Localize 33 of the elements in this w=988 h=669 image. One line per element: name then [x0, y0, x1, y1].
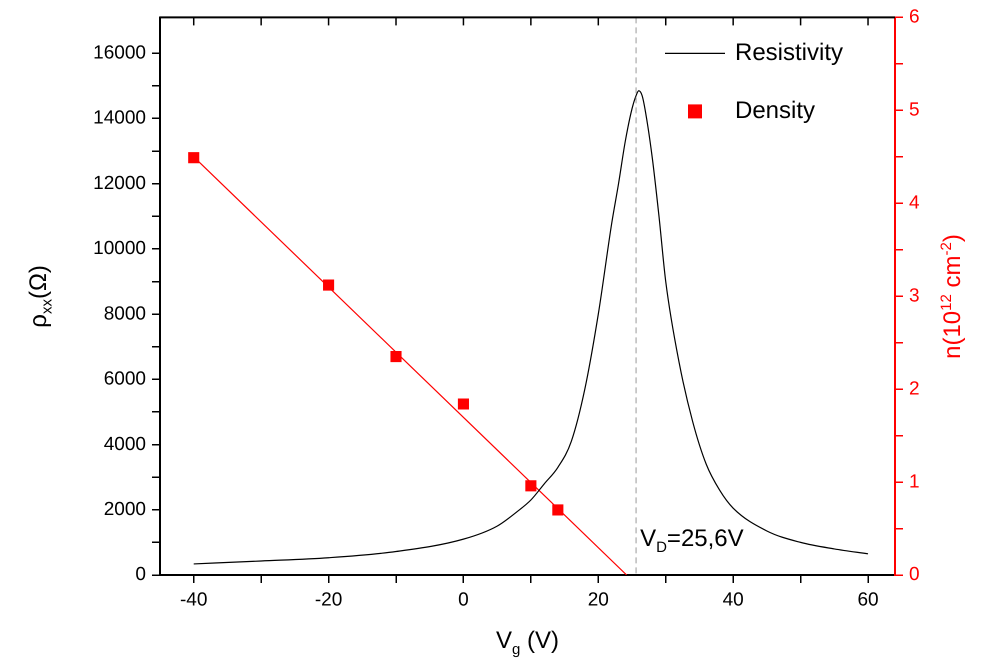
y-tick-label: 0: [135, 564, 146, 586]
y-tick-label: 16000: [93, 42, 146, 64]
y-tick-label: 6000: [104, 368, 146, 390]
y-tick-label: 14000: [93, 108, 146, 129]
y2-tick-label: 3: [909, 285, 920, 306]
y-tick-label: 8000: [104, 303, 146, 324]
y2-tick-label: 5: [909, 100, 920, 121]
x-axis-title: V$_{g}$ (V): [496, 627, 560, 658]
point: [525, 480, 536, 492]
y2-tick-label: 4: [909, 192, 920, 214]
y-tick-label: 10000: [93, 238, 146, 260]
y-tick-label: 4000: [104, 434, 146, 455]
point: [323, 280, 334, 291]
point: [390, 351, 402, 362]
point: [458, 398, 469, 410]
point: [188, 152, 200, 164]
x-tick-label: 40: [722, 590, 744, 611]
ref-line-label: V$_{D}$=25,6V: [640, 525, 744, 556]
point: [552, 504, 564, 516]
legend-label: Resistivity: [735, 39, 844, 66]
y2-tick-label: 2: [909, 378, 920, 400]
legend-label: Density: [735, 97, 816, 124]
y-tick-label: 12000: [93, 172, 146, 194]
x-tick-label: 0: [458, 590, 469, 611]
y2-tick-label: 6: [909, 6, 920, 28]
y-tick-label: 2000: [104, 499, 146, 520]
line-series: [193, 90, 869, 565]
x-tick-label: -20: [314, 590, 342, 611]
y2-tick-label: 0: [909, 564, 920, 586]
x-tick-label: 60: [857, 590, 879, 611]
y2-tick-label: 1: [909, 471, 920, 492]
x-tick-label: 20: [588, 590, 609, 611]
x-tick-label: -40: [180, 590, 208, 611]
